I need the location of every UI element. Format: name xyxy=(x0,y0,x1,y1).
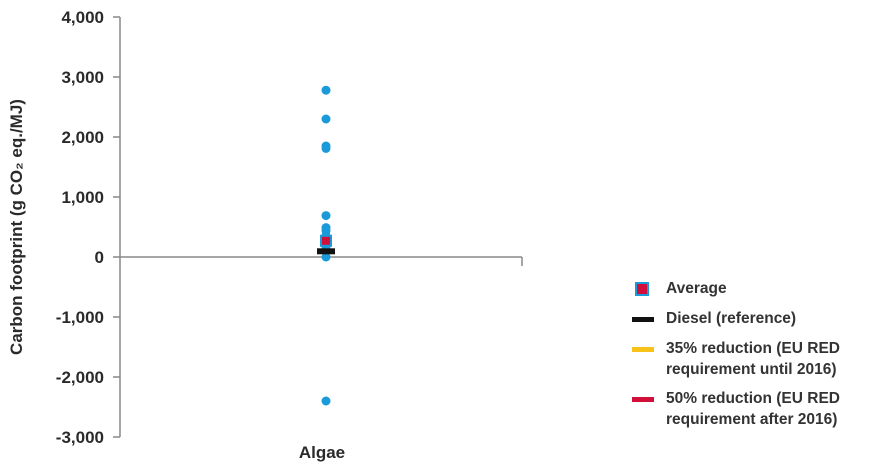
legend-average-swatch xyxy=(632,278,654,300)
y-tick-label: -1,000 xyxy=(56,308,104,327)
legend-diesel-label: Diesel (reference) xyxy=(666,310,797,327)
data-point xyxy=(321,143,331,153)
legend-35-reduction-label: 35% reduction (EU RED requirement until … xyxy=(666,340,840,378)
data-point xyxy=(321,114,331,124)
legend-diesel-swatch xyxy=(632,308,654,330)
y-tick-label: 3,000 xyxy=(61,68,104,87)
summary-markers xyxy=(317,234,335,255)
data-point xyxy=(321,252,331,262)
y-tick-label: -3,000 xyxy=(56,428,104,447)
legend-item-50-reduction: 50% reduction (EU RED requirement after … xyxy=(632,388,877,430)
legend-item-average: Average xyxy=(632,278,877,300)
legend-average-label: Average xyxy=(666,280,727,297)
y-axis-title: Carbon footprint (g CO₂ eq./MJ) xyxy=(7,99,26,355)
legend-item-35-reduction: 35% reduction (EU RED requirement until … xyxy=(632,338,877,380)
y-tick-label: 1,000 xyxy=(61,188,104,207)
y-tick-label: 0 xyxy=(95,248,104,267)
legend-35-reduction-swatch xyxy=(632,338,654,360)
data-point xyxy=(321,85,331,95)
x-category-label: Algae xyxy=(299,443,345,462)
legend-50-reduction-label: 50% reduction (EU RED requirement after … xyxy=(666,390,840,428)
average-marker xyxy=(320,234,332,247)
y-tick-label: 2,000 xyxy=(61,128,104,147)
y-tick-label: -2,000 xyxy=(56,368,104,387)
data-point xyxy=(321,211,331,221)
legend: Average Diesel (reference) 35% reduction… xyxy=(632,278,877,438)
data-point xyxy=(321,396,331,406)
y-tick-labels: 4,000 3,000 2,000 1,000 0 -1,000 -2,000 -3,000 xyxy=(56,8,104,447)
legend-item-diesel: Diesel (reference) xyxy=(632,308,877,330)
y-ticks xyxy=(113,16,120,438)
axes xyxy=(119,17,523,437)
y-tick-label: 4,000 xyxy=(61,8,104,27)
diesel-reference-marker xyxy=(317,248,335,255)
legend-50-reduction-swatch xyxy=(632,388,654,410)
